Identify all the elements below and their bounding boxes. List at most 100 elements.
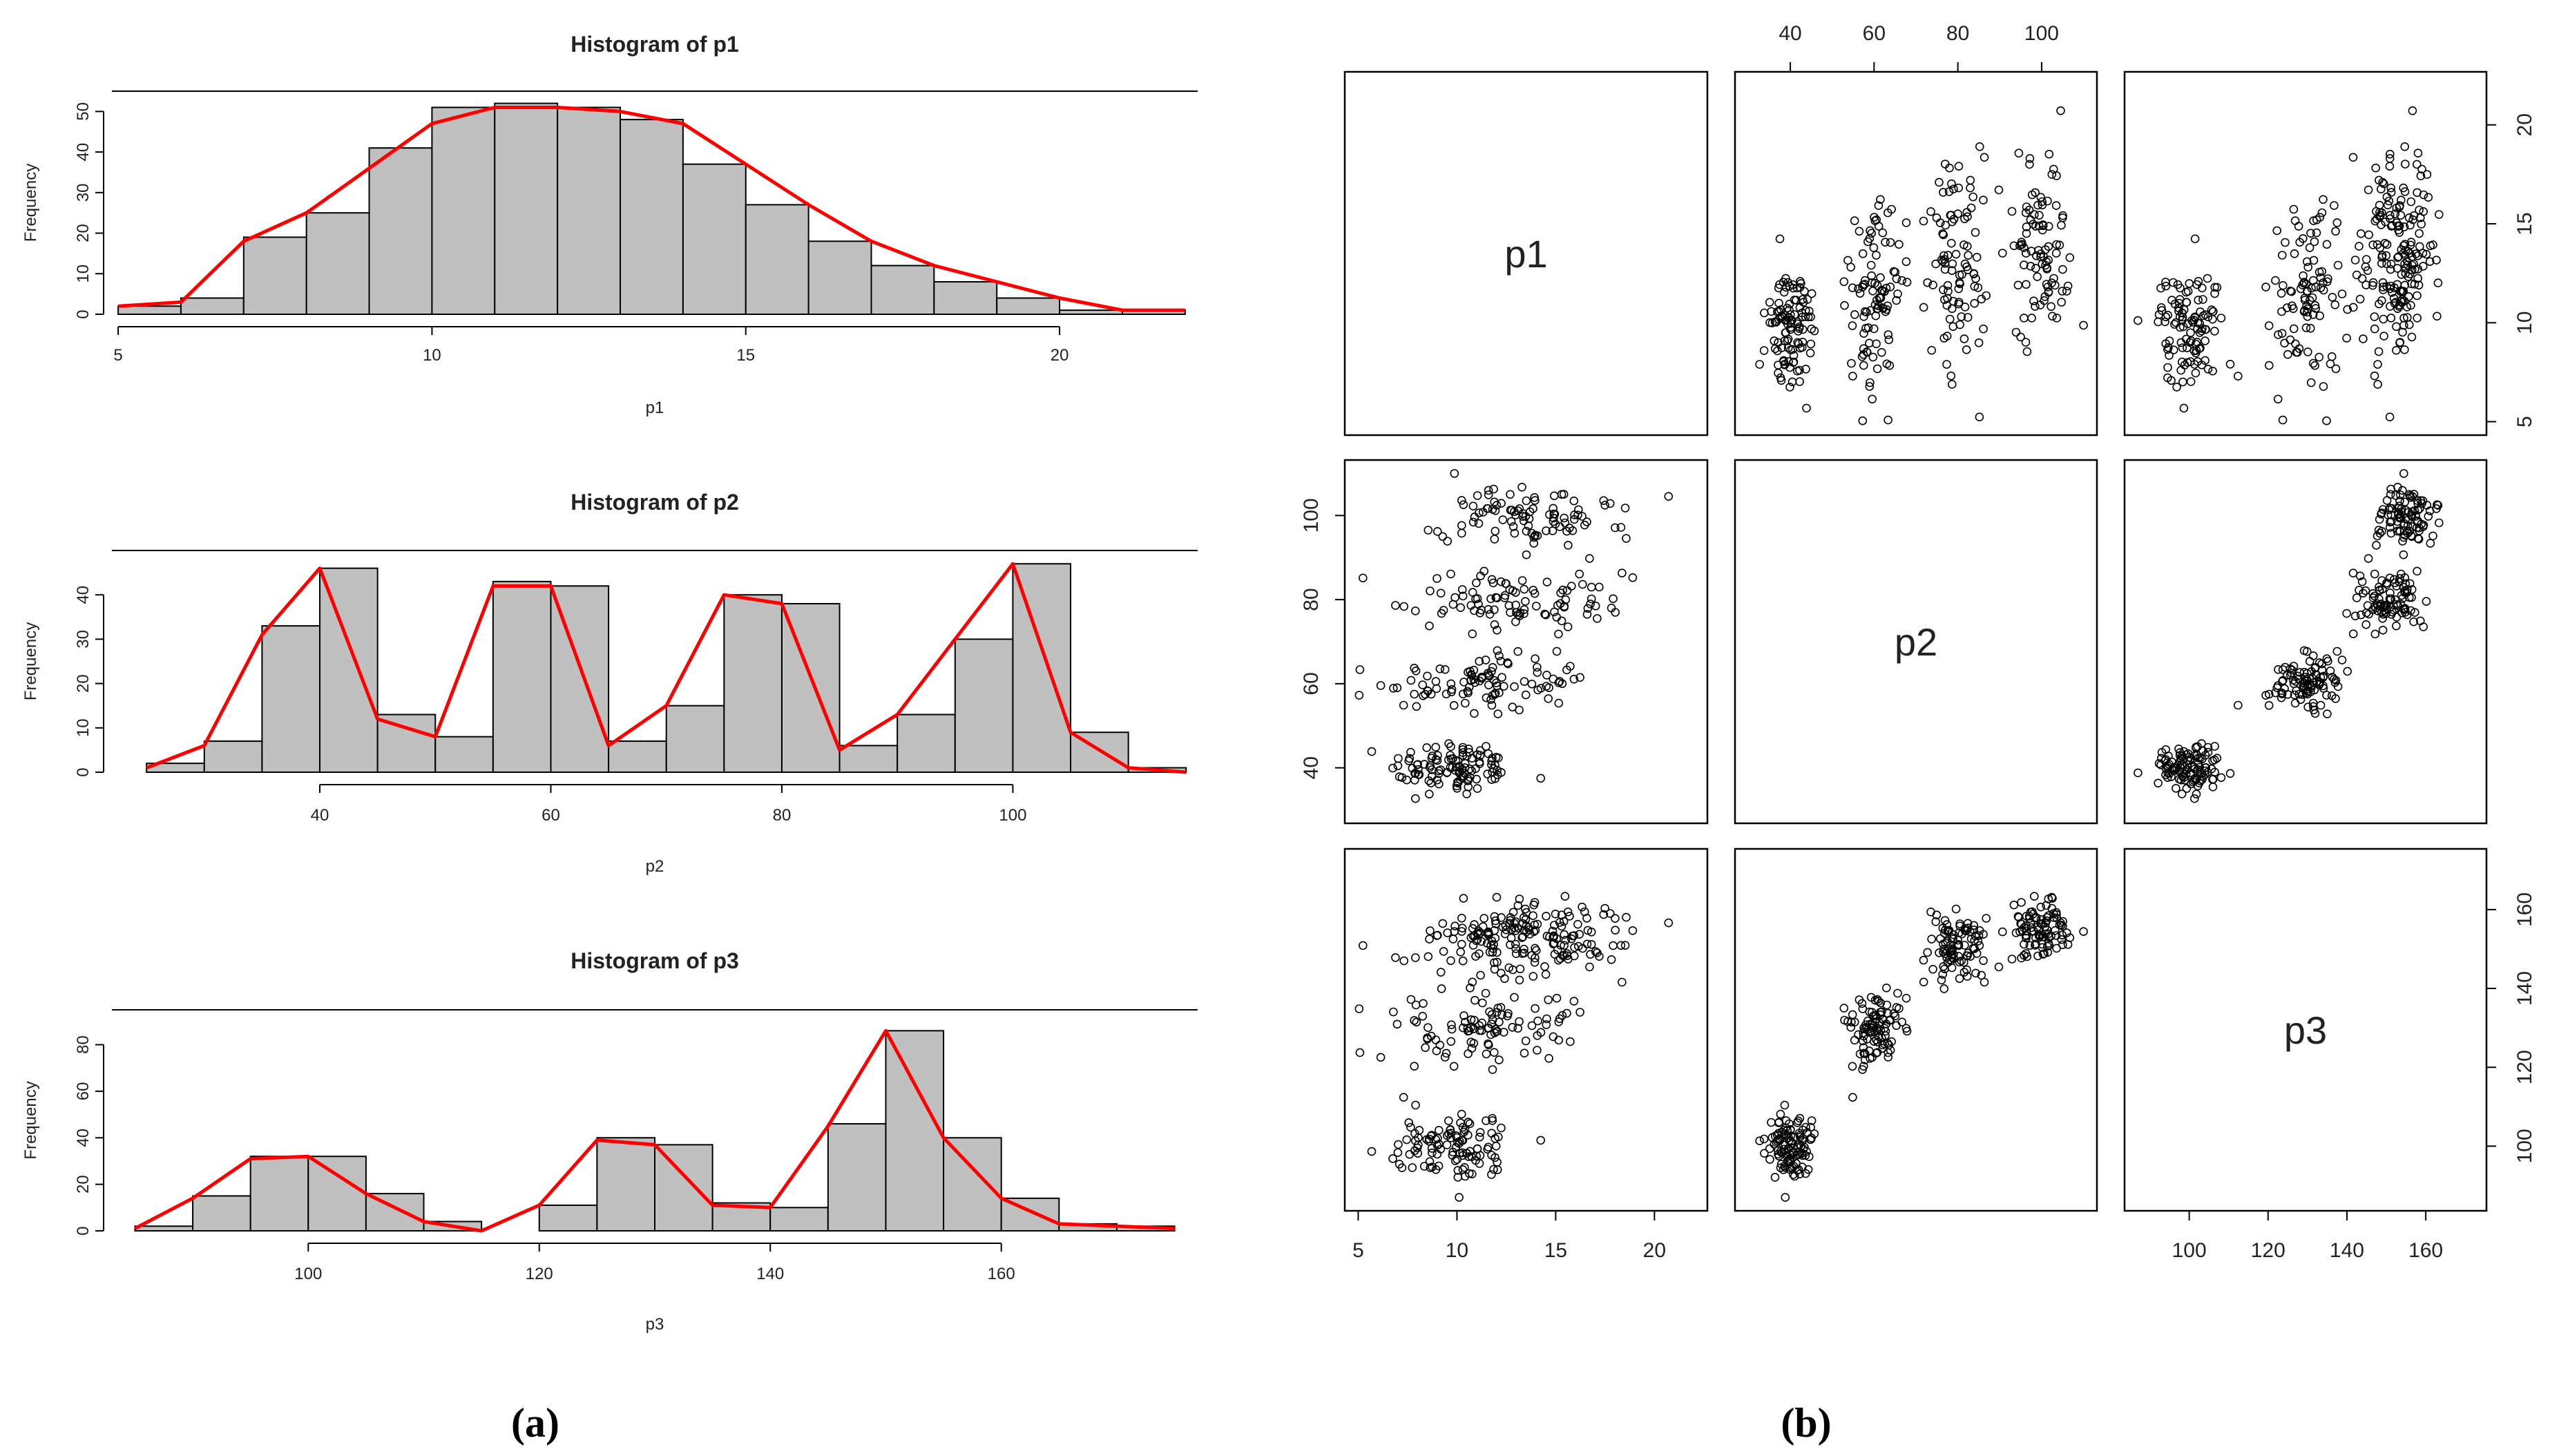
scatter-point bbox=[1858, 249, 1868, 258]
scatter-point bbox=[1785, 1119, 1794, 1129]
scatter-point bbox=[2312, 671, 2321, 680]
scatter-point bbox=[2021, 949, 2031, 958]
scatter-point bbox=[1466, 601, 1476, 610]
scatter-point bbox=[2357, 229, 2366, 238]
scatter-point bbox=[1468, 941, 1478, 950]
scatter-point bbox=[2273, 681, 2283, 690]
scatter-point bbox=[1788, 345, 1797, 354]
scatter-point bbox=[1490, 1048, 1499, 1057]
scatter-point bbox=[1570, 515, 1579, 524]
scatter-point bbox=[2299, 271, 2308, 280]
scatter-point bbox=[2407, 332, 2417, 342]
scatter-point bbox=[1488, 754, 1497, 763]
scatter-point bbox=[1513, 610, 1523, 620]
scatter-point bbox=[2058, 287, 2067, 296]
scatter-point bbox=[1941, 939, 1951, 948]
scatter-point bbox=[2386, 211, 2395, 220]
scatter-point bbox=[1780, 336, 1789, 345]
scatter-point bbox=[2271, 276, 2280, 285]
scatter-point bbox=[1568, 931, 1578, 941]
scatter-point bbox=[1561, 935, 1571, 945]
scatter-point bbox=[1464, 1152, 1473, 1161]
scatter-point bbox=[1408, 1163, 1417, 1172]
scatter-point bbox=[2305, 657, 2314, 666]
scatter-point bbox=[2181, 287, 2191, 297]
scatter-point bbox=[2025, 154, 2035, 163]
scatter-point bbox=[1664, 918, 1674, 928]
scatter-point bbox=[1802, 403, 1811, 413]
scatter-point bbox=[1948, 953, 1957, 962]
scatter-point bbox=[2157, 754, 2166, 763]
scatter-point bbox=[1419, 691, 1428, 700]
scatter-point bbox=[1433, 930, 1442, 940]
scatter-point bbox=[2172, 784, 2181, 793]
scatter-point bbox=[1466, 984, 1475, 993]
scatter-point bbox=[2030, 210, 2039, 219]
scatter-point bbox=[1979, 195, 1988, 205]
scatter-point bbox=[2417, 164, 2426, 174]
scatter-point bbox=[2303, 687, 2312, 696]
scatter-point bbox=[1880, 1024, 1889, 1033]
scatter-point bbox=[2020, 950, 2029, 960]
scatter-point bbox=[1582, 610, 1592, 619]
scatter-point bbox=[1533, 531, 1542, 540]
scatter-point bbox=[2198, 324, 2207, 333]
scatter-point bbox=[1609, 594, 1618, 604]
scatter-point bbox=[1443, 928, 1452, 937]
histogram-bar bbox=[723, 594, 783, 773]
scatter-point bbox=[1587, 928, 1596, 937]
scatter-point bbox=[2041, 245, 2050, 254]
scatter-point bbox=[1510, 682, 1519, 691]
scatter-point bbox=[2134, 768, 2143, 778]
scatter-point bbox=[1521, 512, 1531, 521]
scatter-point bbox=[2411, 512, 2420, 521]
scatter-point bbox=[2289, 324, 2299, 334]
scatter-point bbox=[1393, 1148, 1403, 1157]
scatter-point bbox=[1773, 346, 1782, 356]
scatter-point bbox=[2310, 709, 2320, 718]
y-tick-label: 0 bbox=[74, 767, 93, 776]
scatter-point bbox=[1939, 188, 1948, 197]
scatter-point bbox=[1759, 346, 1769, 355]
scatter-point bbox=[2034, 221, 2044, 231]
scatter-point bbox=[1564, 541, 1573, 550]
scatter-point bbox=[1517, 576, 1527, 585]
scatter-point bbox=[1447, 1020, 1456, 1029]
scatter-point bbox=[1938, 229, 1947, 238]
scatter-point bbox=[1432, 574, 1441, 583]
scatter-point bbox=[1801, 1122, 1810, 1132]
scatter-point bbox=[1955, 921, 1964, 930]
scatter-point bbox=[1954, 162, 1964, 171]
scatter-point bbox=[1941, 220, 1951, 230]
scatter-point bbox=[1518, 509, 1528, 518]
scatter-point bbox=[1475, 609, 1485, 617]
scatter-point bbox=[1505, 919, 1515, 928]
scatter-point bbox=[1359, 573, 1368, 583]
scatter-point bbox=[1848, 1062, 1857, 1071]
matrix-cell-p2-p2: p2 bbox=[1734, 459, 2098, 825]
scatter-point bbox=[2361, 620, 2370, 629]
scatter-point bbox=[2154, 778, 2163, 788]
scatter-point bbox=[1975, 142, 1984, 151]
scatter-point bbox=[2378, 282, 2388, 291]
scatter-point bbox=[1583, 604, 1593, 613]
scatter-point bbox=[1963, 313, 1973, 322]
scatter-point bbox=[2020, 939, 2029, 949]
scatter-point bbox=[1483, 1144, 1492, 1154]
scatter-point bbox=[1475, 746, 1485, 755]
scatter-point bbox=[2264, 700, 2274, 710]
scatter-point bbox=[2393, 253, 2402, 262]
histogram-bar bbox=[620, 119, 684, 315]
scatter-point bbox=[2280, 338, 2289, 348]
scatter-point bbox=[1927, 345, 1936, 355]
scatter-point bbox=[2308, 358, 2318, 368]
scatter-point bbox=[1473, 491, 1482, 500]
scatter-point bbox=[2310, 237, 2319, 247]
scatter-point bbox=[1436, 588, 1446, 598]
scatter-point bbox=[2388, 607, 2397, 617]
scatter-point bbox=[2175, 295, 2185, 304]
scatter-point bbox=[1481, 655, 1491, 664]
scatter-point bbox=[1970, 282, 1980, 291]
scatter-point bbox=[2400, 605, 2410, 614]
scatter-point bbox=[2397, 504, 2406, 513]
